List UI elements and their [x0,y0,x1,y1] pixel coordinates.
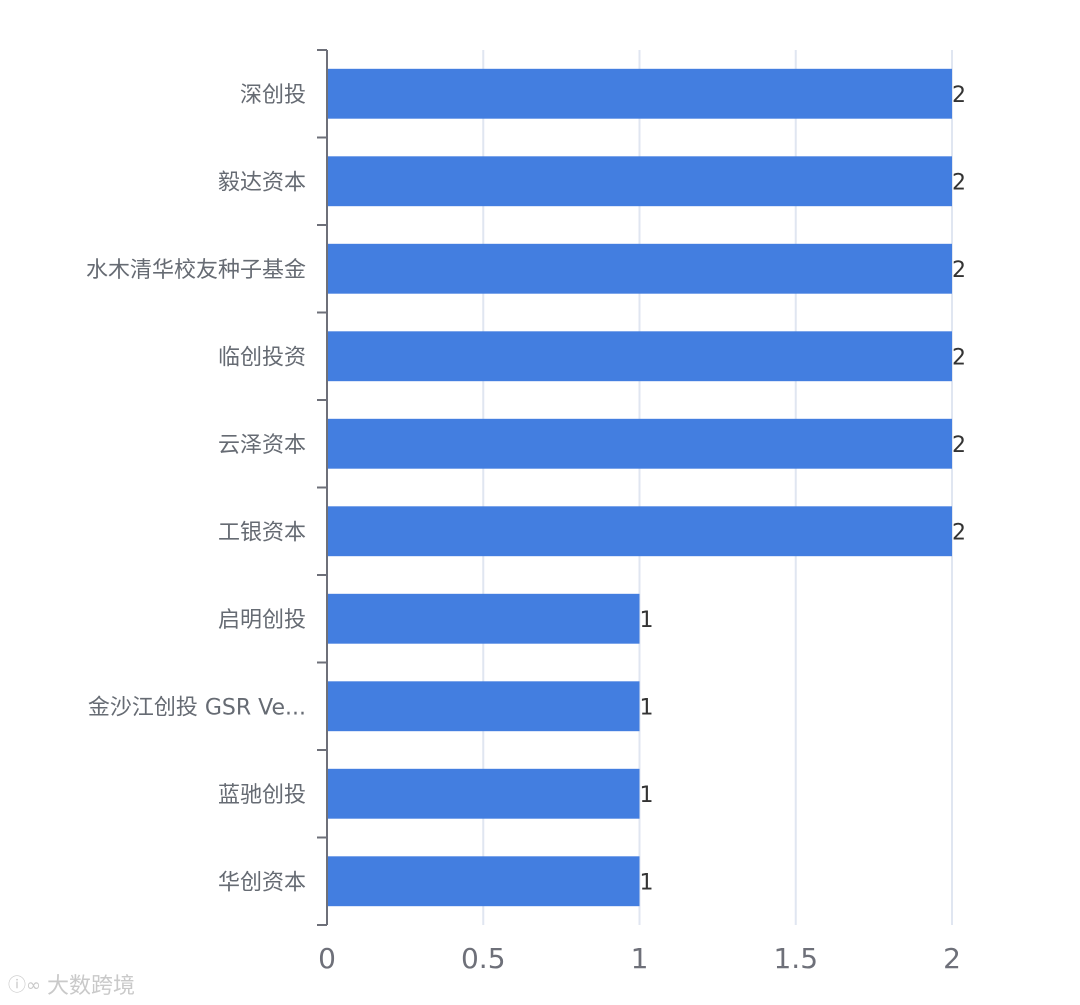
watermark: ⓘ∞ 大数跨境 [8,968,135,1000]
bar [327,856,640,907]
data-label: 2 [952,258,966,283]
bar [327,506,952,557]
bar [327,418,952,469]
category-label: 金沙江创投 GSR Ve... [88,695,306,720]
category-label: 云泽资本 [218,433,306,458]
x-tick-label: 1.5 [773,942,818,975]
data-label: 1 [640,608,654,633]
category-label: 启明创投 [218,608,306,633]
x-tick-label: 2 [943,942,961,975]
bar [327,331,952,382]
x-tick-label: 0.5 [461,942,506,975]
data-label: 2 [952,345,966,370]
category-label: 临创投资 [218,345,306,370]
data-label: 2 [952,520,966,545]
x-tick-label: 0 [318,942,336,975]
category-label: 华创资本 [218,870,306,895]
bar [327,768,640,819]
category-label: 水木清华校友种子基金 [86,258,306,283]
x-tick-label: 1 [631,942,649,975]
category-label: 毅达资本 [218,170,306,195]
watermark-text: 大数跨境 [47,974,136,999]
y-axis [317,49,328,926]
category-label: 工银资本 [218,520,306,545]
data-label: 2 [952,83,966,108]
data-label: 1 [640,870,654,895]
data-label: 2 [952,433,966,458]
bars [327,68,952,907]
data-label: 2 [952,170,966,195]
data-label: 1 [640,783,654,808]
labels: 0 0.5 1 1.5 2 2 深创投 2 毅达资本 2 水木清华校友种子基金 2 临创投资 2 云泽资本 2… [86,83,966,975]
category-label: 深创投 [240,83,306,108]
category-label: 蓝驰创投 [218,783,306,808]
bar [327,681,640,732]
bar [327,68,952,119]
bar [327,593,640,644]
watermark-logo-icon: ⓘ∞ [8,975,41,996]
data-label: 1 [640,695,654,720]
bar [327,243,952,294]
bar [327,156,952,207]
